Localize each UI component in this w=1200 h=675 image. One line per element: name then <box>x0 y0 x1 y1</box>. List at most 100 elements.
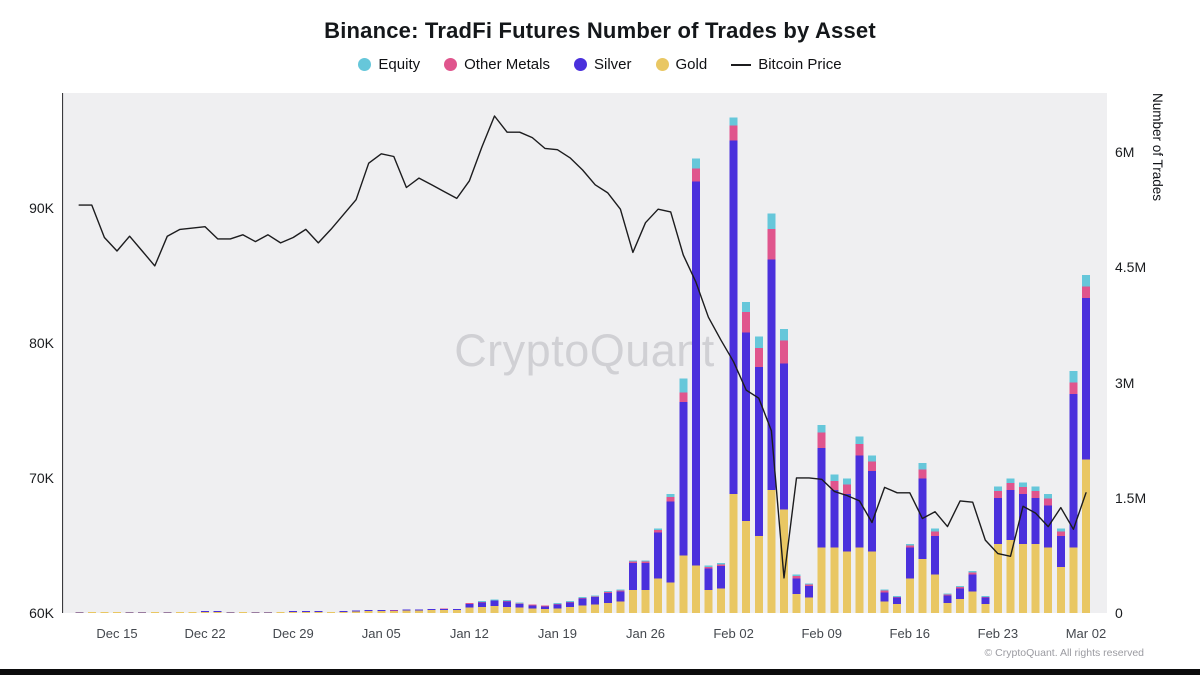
bar-segment-gold[interactable] <box>729 493 738 613</box>
bar-segment-gold[interactable] <box>956 599 965 613</box>
legend-item-bitcoin-price[interactable]: Bitcoin Price <box>731 56 842 73</box>
bar-segment-silver[interactable] <box>314 611 323 613</box>
bar-segment-equity[interactable] <box>729 117 738 126</box>
bar-segment-equity[interactable] <box>603 591 612 593</box>
bar-segment-silver[interactable] <box>868 470 877 552</box>
bar-segment-equity[interactable] <box>830 474 839 481</box>
bar-segment-silver[interactable] <box>377 610 386 612</box>
bar-segment-silver[interactable] <box>402 609 411 611</box>
bar-segment-other-metals[interactable] <box>691 168 700 182</box>
bar-segment-silver[interactable] <box>352 610 361 612</box>
bar-segment-silver[interactable] <box>666 501 675 583</box>
bar-segment-silver[interactable] <box>553 604 562 609</box>
bar-segment-gold[interactable] <box>289 612 298 613</box>
bar-segment-gold[interactable] <box>918 559 927 613</box>
bar-segment-gold[interactable] <box>603 603 612 613</box>
bar-segment-equity[interactable] <box>616 589 625 591</box>
bar-segment-equity[interactable] <box>968 570 977 573</box>
bar-segment-gold[interactable] <box>880 601 889 613</box>
bar-segment-equity[interactable] <box>641 560 650 562</box>
bar-segment-other-metals[interactable] <box>930 531 939 537</box>
bar-segment-gold[interactable] <box>1081 459 1090 613</box>
bar-segment-other-metals[interactable] <box>1056 531 1065 537</box>
bar-segment-other-metals[interactable] <box>830 480 839 491</box>
bar-segment-silver[interactable] <box>956 588 965 600</box>
bar-segment-equity[interactable] <box>792 574 801 577</box>
bar-segment-silver[interactable] <box>830 490 839 548</box>
bar-segment-gold[interactable] <box>742 520 751 613</box>
bar-segment-equity[interactable] <box>1081 275 1090 287</box>
bar-segment-equity[interactable] <box>1006 478 1015 484</box>
bar-segment-gold[interactable] <box>251 612 260 613</box>
bar-segment-gold[interactable] <box>830 547 839 613</box>
bar-segment-gold[interactable] <box>477 606 486 613</box>
bar-segment-gold[interactable] <box>301 611 310 613</box>
bar-segment-gold[interactable] <box>754 536 763 613</box>
bar-segment-gold[interactable] <box>1056 566 1065 613</box>
bar-segment-equity[interactable] <box>855 436 864 445</box>
bar-segment-silver[interactable] <box>779 363 788 510</box>
bar-segment-other-metals[interactable] <box>905 545 914 548</box>
bar-segment-gold[interactable] <box>1044 547 1053 613</box>
bar-segment-gold[interactable] <box>943 603 952 613</box>
bar-segment-gold[interactable] <box>415 610 424 613</box>
bar-segment-silver[interactable] <box>767 259 776 491</box>
legend-item-silver[interactable]: Silver <box>574 56 632 73</box>
legend-item-gold[interactable]: Gold <box>655 56 707 73</box>
bar-segment-silver[interactable] <box>993 497 1002 544</box>
bar-segment-gold[interactable] <box>100 612 109 613</box>
bar-segment-silver[interactable] <box>339 610 348 612</box>
bar-segment-silver[interactable] <box>1081 298 1090 460</box>
bar-segment-silver[interactable] <box>566 602 575 607</box>
bar-segment-silver[interactable] <box>880 592 889 602</box>
bar-segment-equity[interactable] <box>754 336 763 349</box>
bar-segment-silver[interactable] <box>201 611 210 613</box>
bar-segment-silver[interactable] <box>427 608 436 610</box>
bar-segment-gold[interactable] <box>1019 543 1028 613</box>
bar-segment-other-metals[interactable] <box>754 348 763 368</box>
bar-segment-gold[interactable] <box>465 607 474 613</box>
bar-segment-other-metals[interactable] <box>742 311 751 333</box>
bar-segment-silver[interactable] <box>364 610 373 612</box>
bar-segment-other-metals[interactable] <box>465 603 474 605</box>
bar-segment-other-metals[interactable] <box>993 490 1002 498</box>
bar-segment-silver[interactable] <box>905 547 914 579</box>
bar-segment-other-metals[interactable] <box>717 564 726 567</box>
bar-segment-silver[interactable] <box>540 606 549 610</box>
bar-segment-other-metals[interactable] <box>729 125 738 141</box>
bar-segment-silver[interactable] <box>389 609 398 611</box>
bar-segment-equity[interactable] <box>742 301 751 312</box>
bar-segment-silver[interactable] <box>440 608 449 610</box>
bar-segment-silver[interactable] <box>591 596 600 605</box>
bar-segment-gold[interactable] <box>666 582 675 613</box>
bar-segment-gold[interactable] <box>326 612 335 613</box>
bar-segment-silver[interactable] <box>503 601 512 607</box>
bar-segment-gold[interactable] <box>691 565 700 613</box>
bar-segment-silver[interactable] <box>717 566 726 589</box>
bar-segment-other-metals[interactable] <box>628 561 637 564</box>
bar-segment-gold[interactable] <box>767 490 776 613</box>
bar-segment-silver[interactable] <box>477 602 486 607</box>
bar-segment-silver[interactable] <box>452 609 461 611</box>
bar-segment-silver[interactable] <box>628 563 637 590</box>
bar-segment-silver[interactable] <box>289 611 298 613</box>
bar-segment-equity[interactable] <box>842 478 851 485</box>
bar-segment-silver[interactable] <box>842 493 851 552</box>
bar-segment-other-metals[interactable] <box>1031 490 1040 498</box>
bar-segment-silver[interactable] <box>641 563 650 590</box>
bar-segment-silver[interactable] <box>792 578 801 594</box>
bar-segment-equity[interactable] <box>553 603 562 605</box>
bar-segment-gold[interactable] <box>150 612 159 613</box>
bar-segment-gold[interactable] <box>389 610 398 613</box>
bar-segment-gold[interactable] <box>842 551 851 613</box>
bar-segment-equity[interactable] <box>591 595 600 597</box>
bar-segment-equity[interactable] <box>767 213 776 229</box>
bar-segment-other-metals[interactable] <box>603 592 612 594</box>
bar-segment-gold[interactable] <box>1031 543 1040 613</box>
bar-segment-equity[interactable] <box>628 560 637 562</box>
bar-segment-gold[interactable] <box>893 603 902 613</box>
bar-segment-gold[interactable] <box>201 612 210 613</box>
bar-segment-silver[interactable] <box>465 604 474 608</box>
bar-segment-equity[interactable] <box>666 493 675 498</box>
bar-segment-gold[interactable] <box>930 574 939 613</box>
